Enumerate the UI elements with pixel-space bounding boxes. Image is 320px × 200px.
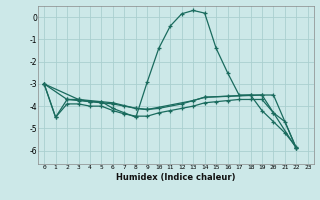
X-axis label: Humidex (Indice chaleur): Humidex (Indice chaleur): [116, 173, 236, 182]
